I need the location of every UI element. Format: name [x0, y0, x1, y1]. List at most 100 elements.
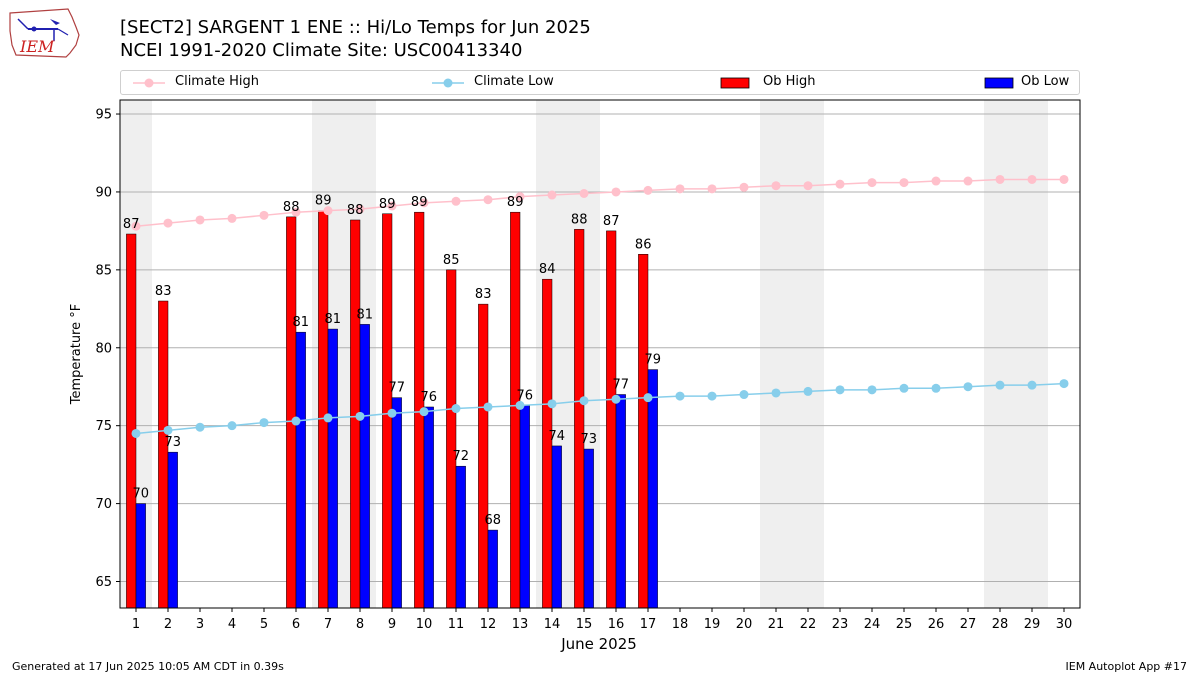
climate-low-point	[899, 383, 909, 393]
climate-low-point	[291, 416, 301, 426]
grid-lines	[120, 113, 1080, 583]
x-tick-label: 7	[324, 617, 332, 632]
ob-high-bar	[510, 211, 521, 609]
x-tick-label: 14	[544, 617, 561, 632]
iem-logo: IEM	[9, 8, 80, 58]
ob-high-label: 83	[155, 284, 172, 299]
ob-low-label: 72	[453, 449, 470, 464]
climate-low-point	[867, 385, 877, 395]
weather-station-icon	[17, 18, 69, 41]
climate-high-point	[387, 201, 397, 211]
ob-low-bar	[487, 529, 498, 609]
x-tick-label: 5	[260, 617, 268, 632]
ob-low-bar	[551, 445, 562, 609]
x-tick-label: 30	[1056, 617, 1073, 632]
climate-high-line	[135, 178, 1064, 227]
legend-climate-high-swatch	[133, 78, 165, 88]
ob-high-label: 84	[539, 262, 556, 277]
legend-ob-low-swatch	[984, 77, 1014, 89]
ob-low-bar	[359, 324, 370, 609]
climate-low-point	[931, 383, 941, 393]
climate-high-point	[355, 204, 365, 214]
ob-low-label: 73	[581, 432, 598, 447]
x-tick-label: 27	[960, 617, 977, 632]
climate-high-point	[1027, 174, 1037, 184]
climate-high-point	[995, 174, 1005, 184]
x-tick-label: 26	[928, 617, 945, 632]
climate-low-point	[835, 385, 845, 395]
y-tick-label: 85	[95, 263, 112, 278]
x-tick-label: 28	[992, 617, 1009, 632]
climate-lines	[131, 174, 1069, 438]
climate-low-point	[547, 399, 557, 409]
x-tick-label: 17	[640, 617, 657, 632]
ob-low-label: 73	[165, 435, 182, 450]
ob-low-label: 76	[421, 390, 438, 405]
x-tick-label: 10	[416, 617, 433, 632]
climate-high-point	[163, 218, 173, 228]
climate-high-point	[195, 215, 205, 225]
bar-marks	[126, 210, 658, 609]
climate-low-point	[611, 394, 621, 404]
ob-high-bar	[638, 254, 649, 609]
y-tick-label: 70	[95, 497, 112, 512]
climate-high-point	[483, 195, 493, 205]
x-tick-label: 22	[800, 617, 817, 632]
ob-high-bar	[318, 210, 329, 609]
climate-high-point	[835, 179, 845, 189]
climate-high-point	[803, 181, 813, 191]
x-tick-label: 6	[292, 617, 300, 632]
climate-high-point	[899, 178, 909, 188]
climate-high-point	[867, 178, 877, 188]
x-tick-label: 23	[832, 617, 849, 632]
ob-high-label: 89	[379, 197, 396, 212]
legend-label: Ob Low	[1021, 74, 1070, 89]
climate-high-point	[547, 190, 557, 200]
climate-low-point	[451, 404, 461, 414]
ob-low-label: 77	[613, 378, 630, 393]
ob-high-bar	[446, 269, 457, 609]
chart-legend: Climate High Climate Low Ob High Ob Low	[120, 70, 1080, 95]
ob-high-bar	[126, 233, 137, 609]
ob-low-bar	[615, 394, 626, 609]
climate-low-line	[135, 382, 1065, 435]
ob-low-bar	[583, 448, 594, 609]
climate-low-point	[131, 428, 141, 438]
climate-high-point	[419, 198, 429, 208]
climate-low-point	[483, 402, 493, 412]
ob-low-bar	[327, 328, 338, 609]
legend-label: Climate High	[175, 74, 260, 89]
x-tick-label: 8	[356, 617, 364, 632]
climate-high-point	[227, 213, 237, 223]
x-tick-label: 25	[896, 617, 913, 632]
climate-high-point	[931, 176, 941, 186]
weekend-band	[984, 100, 1048, 608]
x-axis-label: June 2025	[560, 635, 637, 653]
plot-frame	[119, 99, 1081, 609]
climate-high-point	[451, 196, 461, 206]
climate-low-point	[707, 391, 717, 401]
legend-ob-high-swatch	[720, 77, 750, 89]
x-tick-label: 24	[864, 617, 881, 632]
legend-label: Climate Low	[474, 74, 554, 89]
climate-low-point	[803, 386, 813, 396]
climate-low-point	[419, 407, 429, 417]
climate-high-point	[707, 184, 717, 194]
x-tick-label: 18	[672, 617, 689, 632]
ob-low-bar	[455, 465, 466, 609]
climate-high-point	[963, 176, 973, 186]
weekend-band	[760, 100, 824, 608]
x-tick-label: 4	[228, 617, 236, 632]
climate-low-point	[163, 425, 173, 435]
y-tick-label: 65	[95, 575, 112, 590]
x-tick-label: 16	[608, 617, 625, 632]
ob-high-label: 85	[443, 253, 460, 268]
ob-low-bar	[423, 406, 434, 609]
climate-high-point	[739, 182, 749, 192]
climate-high-point	[259, 210, 269, 220]
x-tick-label: 11	[448, 617, 465, 632]
ob-high-bar	[158, 300, 169, 609]
ob-low-label: 81	[325, 312, 342, 327]
y-tick-label: 95	[95, 108, 112, 123]
legend-label: Ob High	[763, 74, 816, 89]
